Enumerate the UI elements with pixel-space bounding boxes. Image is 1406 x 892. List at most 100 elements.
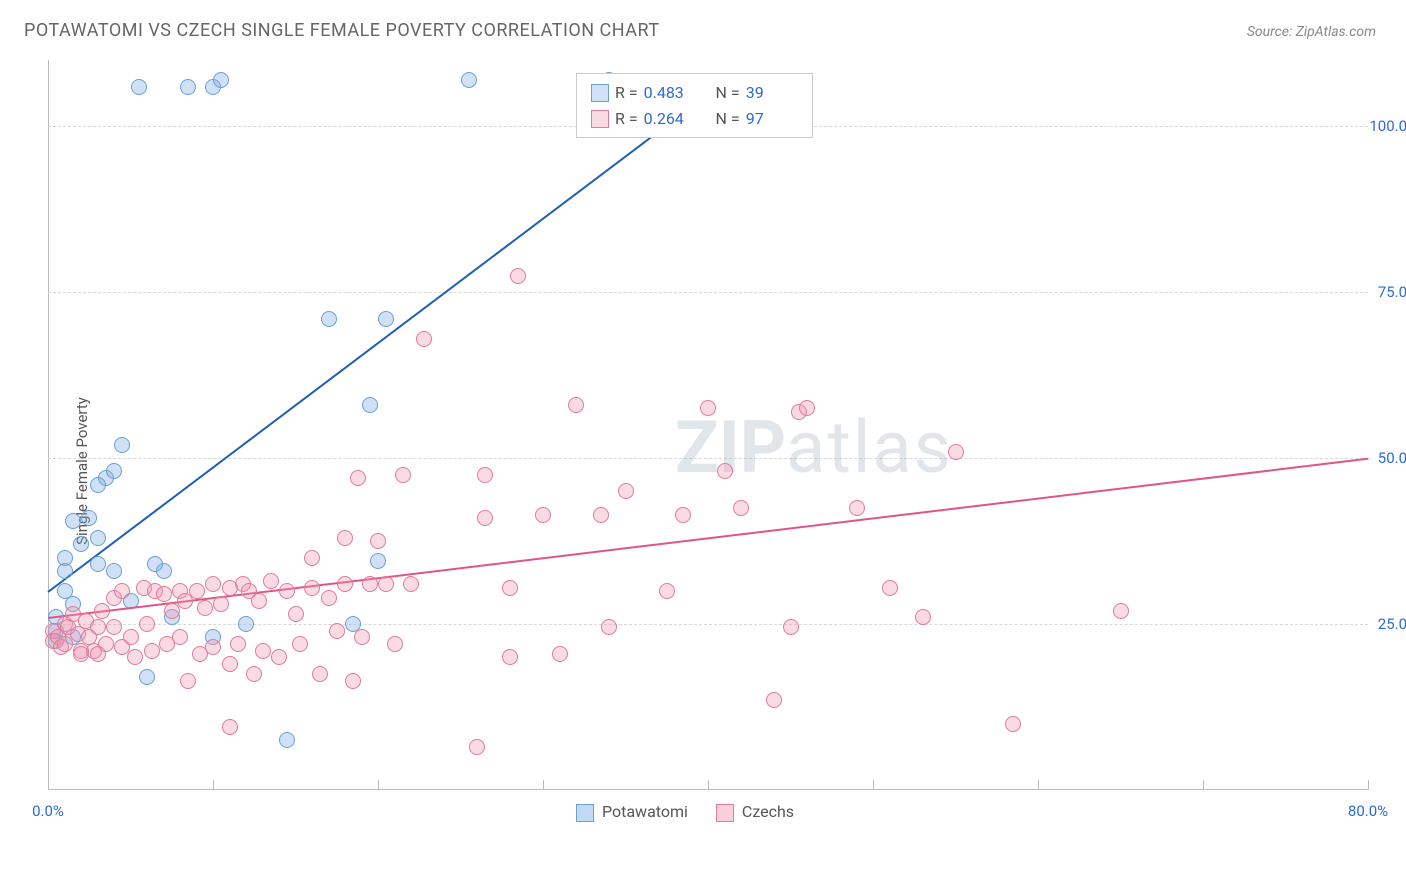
scatter-point	[675, 507, 691, 523]
scatter-point	[593, 507, 609, 523]
scatter-point	[114, 583, 130, 599]
scatter-point	[354, 629, 370, 645]
scatter-point	[783, 619, 799, 635]
scatter-point	[106, 563, 122, 579]
x-tick	[1203, 780, 1204, 790]
scatter-point	[106, 463, 122, 479]
scatter-point	[849, 500, 865, 516]
y-tick-label: 50.0%	[1378, 449, 1406, 467]
scatter-point	[304, 580, 320, 596]
correlation-legend: R = 0.483 N = 39 R = 0.264 N = 97	[576, 73, 813, 138]
scatter-point	[180, 79, 196, 95]
chart-area: Single Female Poverty 25.0%50.0%75.0%100…	[0, 50, 1406, 892]
scatter-point	[799, 400, 815, 416]
scatter-point	[304, 550, 320, 566]
scatter-point	[156, 563, 172, 579]
n-label: N =	[716, 106, 740, 132]
scatter-point	[230, 636, 246, 652]
scatter-point	[350, 470, 366, 486]
scatter-point	[131, 79, 147, 95]
scatter-point	[222, 719, 238, 735]
scatter-point	[213, 72, 229, 88]
scatter-point	[502, 649, 518, 665]
scatter-point	[362, 576, 378, 592]
scatter-point	[535, 507, 551, 523]
scatter-point	[271, 649, 287, 665]
legend-label: Potawatomi	[602, 802, 688, 821]
y-axis-line	[48, 60, 49, 790]
n-value: 97	[746, 106, 798, 132]
scatter-point	[127, 649, 143, 665]
scatter-point	[601, 619, 617, 635]
scatter-point	[510, 268, 526, 284]
chart-header: POTAWATOMI VS CZECH SINGLE FEMALE POVERT…	[0, 0, 1406, 51]
x-tick	[1038, 780, 1039, 790]
n-value: 39	[746, 80, 798, 106]
series-legend-item: Czechs	[716, 802, 794, 822]
scatter-point	[717, 463, 733, 479]
legend-label: Czechs	[742, 802, 794, 821]
scatter-point	[395, 467, 411, 483]
series-legend: Potawatomi Czechs	[576, 802, 794, 822]
scatter-point	[139, 616, 155, 632]
scatter-point	[197, 600, 213, 616]
n-label: N =	[716, 80, 740, 106]
scatter-point	[246, 666, 262, 682]
scatter-point	[90, 619, 106, 635]
x-tick	[873, 780, 874, 790]
legend-swatch	[591, 84, 609, 102]
scatter-point	[205, 639, 221, 655]
scatter-point	[568, 397, 584, 413]
chart-title: POTAWATOMI VS CZECH SINGLE FEMALE POVERT…	[24, 20, 660, 41]
r-label: R =	[615, 106, 638, 132]
scatter-point	[552, 646, 568, 662]
scatter-point	[370, 553, 386, 569]
scatter-point	[180, 673, 196, 689]
scatter-point	[477, 467, 493, 483]
y-tick-label: 25.0%	[1378, 615, 1406, 633]
scatter-point	[700, 400, 716, 416]
scatter-point	[263, 573, 279, 589]
scatter-point	[337, 576, 353, 592]
scatter-point	[172, 629, 188, 645]
scatter-point	[461, 72, 477, 88]
scatter-point	[139, 669, 155, 685]
source-name: ZipAtlas.com	[1296, 24, 1376, 40]
scatter-point	[238, 616, 254, 632]
plot-region: 25.0%50.0%75.0%100.0%0.0%80.0%ZIPatlasR …	[48, 60, 1368, 830]
scatter-point	[321, 590, 337, 606]
scatter-point	[255, 643, 271, 659]
scatter-point	[90, 477, 106, 493]
scatter-point	[618, 483, 634, 499]
r-value: 0.483	[644, 80, 696, 106]
scatter-point	[292, 636, 308, 652]
scatter-point	[81, 510, 97, 526]
scatter-point	[123, 629, 139, 645]
scatter-point	[733, 500, 749, 516]
series-legend-item: Potawatomi	[576, 802, 688, 822]
y-tick-label: 100.0%	[1369, 117, 1406, 135]
scatter-point	[469, 739, 485, 755]
scatter-point	[156, 586, 172, 602]
trend-line	[47, 93, 708, 592]
x-tick	[48, 780, 49, 790]
x-tick	[543, 780, 544, 790]
scatter-point	[213, 596, 229, 612]
scatter-point	[65, 513, 81, 529]
scatter-point	[251, 593, 267, 609]
x-tick	[708, 780, 709, 790]
x-tick-label: 0.0%	[32, 802, 64, 820]
r-label: R =	[615, 80, 638, 106]
scatter-point	[189, 583, 205, 599]
scatter-point	[378, 311, 394, 327]
scatter-point	[1005, 716, 1021, 732]
scatter-point	[337, 530, 353, 546]
scatter-point	[345, 673, 361, 689]
chart-source: Source: ZipAtlas.com	[1247, 24, 1376, 40]
scatter-point	[279, 583, 295, 599]
scatter-point	[57, 550, 73, 566]
scatter-point	[90, 556, 106, 572]
scatter-point	[279, 732, 295, 748]
scatter-point	[502, 580, 518, 596]
r-value: 0.264	[644, 106, 696, 132]
